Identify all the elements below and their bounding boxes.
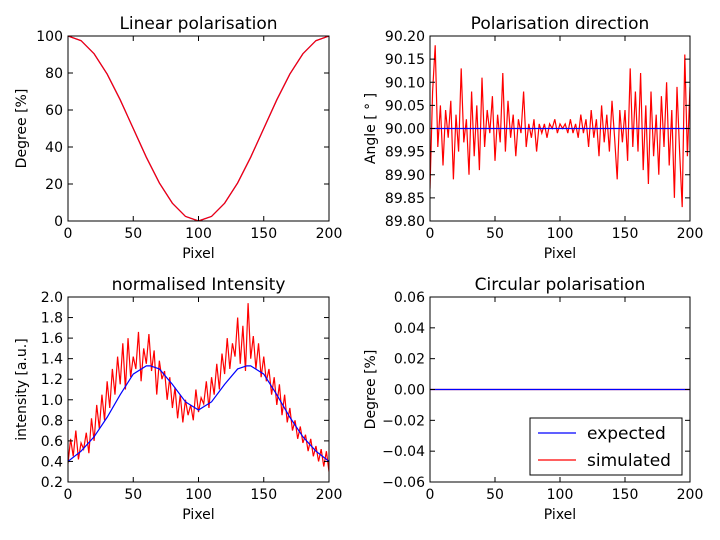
y-tick-label: 100 <box>36 29 63 45</box>
y-tick-label: 60 <box>45 103 63 119</box>
x-axis-label: Pixel <box>182 507 214 523</box>
x-tick-label: 0 <box>426 487 435 503</box>
y-tick-label: 0.06 <box>394 290 425 306</box>
legend: expected simulated <box>529 417 683 476</box>
y-axis-label: intensity [a.u.] <box>14 338 30 440</box>
x-tick-label: 50 <box>486 226 504 242</box>
y-axis-label: Angle [ ° ] <box>363 93 379 164</box>
series-group <box>68 36 329 221</box>
chart-title: normalised Intensity <box>112 275 286 295</box>
chart-title: Linear polarisation <box>119 14 277 34</box>
y-tick-label: 1.0 <box>41 393 63 409</box>
x-axis-label: Pixel <box>544 507 576 523</box>
x-tick-label: 200 <box>677 487 704 503</box>
x-tick-label: 50 <box>124 487 142 503</box>
y-tick-label: 89.95 <box>385 145 425 161</box>
x-tick-label: 200 <box>677 226 704 242</box>
y-tick-label: 1.2 <box>41 372 63 388</box>
y-axis-label: Degree [%] <box>363 350 379 430</box>
chart-title: Polarisation direction <box>471 14 650 34</box>
x-tick-label: 50 <box>124 226 142 242</box>
series-line-expected <box>68 36 329 221</box>
panel-2: 0 50 100 150 200 89.80 89.85 89.90 89.95 90.00 90.… <box>363 14 703 262</box>
series-line-simulated <box>430 45 690 208</box>
y-axis-label: Degree [%] <box>14 89 30 169</box>
series-group <box>430 45 690 208</box>
y-tick-label: 90.00 <box>385 122 425 138</box>
y-tick-label: 40 <box>45 140 63 156</box>
x-tick-label: 100 <box>547 226 574 242</box>
x-tick-label: 0 <box>64 226 73 242</box>
panel-4: 0 50 100 150 200 −0.06 −0.04 −0.02 0.00 0.02 0.04 0… <box>363 275 703 523</box>
y-tick-label: 1.6 <box>41 331 63 347</box>
chart-title: Circular polarisation <box>475 275 646 295</box>
x-tick-label: 150 <box>612 226 639 242</box>
y-tick-label: 89.85 <box>385 191 425 207</box>
y-tick-label: 89.80 <box>385 214 425 230</box>
y-tick-label: 0 <box>54 214 63 230</box>
x-tick-label: 200 <box>316 226 343 242</box>
x-tick-label: 150 <box>250 487 277 503</box>
y-tick-label: 0.04 <box>394 321 425 337</box>
x-tick-label: 100 <box>185 487 212 503</box>
legend-label-simulated: simulated <box>587 451 671 471</box>
axes-frame <box>67 35 330 222</box>
x-tick-label: 0 <box>426 226 435 242</box>
y-tick-label: 80 <box>45 66 63 82</box>
y-tick-label: 0.4 <box>41 454 63 470</box>
y-tick-label: −0.06 <box>382 475 425 491</box>
y-tick-label: 90.10 <box>385 75 425 91</box>
y-tick-label: 90.20 <box>385 29 425 45</box>
y-tick-label: 1.4 <box>41 352 63 368</box>
x-tick-label: 100 <box>547 487 574 503</box>
legend-label-expected: expected <box>587 424 666 444</box>
x-tick-label: 150 <box>250 226 277 242</box>
legend-box <box>529 417 683 476</box>
x-tick-label: 200 <box>316 487 343 503</box>
y-tick-label: 0.8 <box>41 413 63 429</box>
x-tick-label: 50 <box>486 487 504 503</box>
panel-1: 0 50 100 150 200 0 20 40 60 80 100 Linear polarisat… <box>14 14 342 262</box>
y-tick-label: −0.02 <box>382 413 425 429</box>
y-tick-label: 1.8 <box>41 311 63 327</box>
x-axis-label: Pixel <box>182 246 214 262</box>
y-tick-label: 20 <box>45 177 63 193</box>
y-tick-label: 0.6 <box>41 434 63 450</box>
x-tick-label: 100 <box>185 226 212 242</box>
y-tick-label: 0.02 <box>394 352 425 368</box>
y-tick-label: 90.05 <box>385 98 425 114</box>
series-line-simulated <box>68 303 329 472</box>
x-tick-label: 150 <box>612 487 639 503</box>
x-axis-label: Pixel <box>544 246 576 262</box>
y-tick-label: 89.90 <box>385 168 425 184</box>
y-tick-label: 0.2 <box>41 475 63 491</box>
x-tick-label: 0 <box>64 487 73 503</box>
y-tick-label: 0.00 <box>394 383 425 399</box>
panel-3: 0 50 100 150 200 0.2 0.4 0.6 0.8 1.0 1.2 1.4 1.6 1.8 2… <box>14 275 342 523</box>
y-tick-label: −0.04 <box>382 444 425 460</box>
y-tick-label: 90.15 <box>385 52 425 68</box>
series-group <box>68 303 329 472</box>
y-tick-label: 2.0 <box>41 290 63 306</box>
series-line-simulated <box>68 36 329 221</box>
series-line-expected <box>68 365 329 462</box>
